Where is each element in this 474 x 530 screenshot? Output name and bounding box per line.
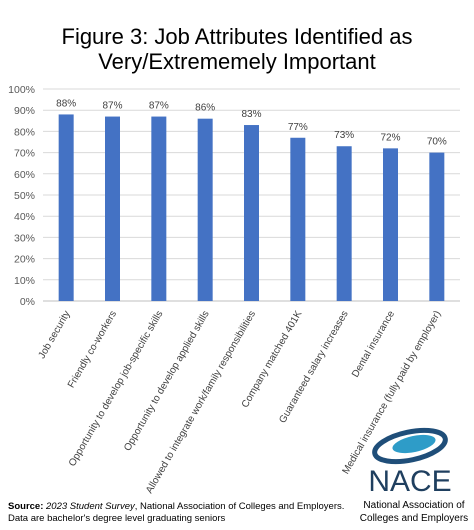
chart-title: Very/Extrememely Important — [98, 49, 376, 74]
y-tick-label: 20% — [14, 254, 35, 266]
bar — [290, 137, 306, 301]
y-tick-label: 80% — [14, 126, 35, 138]
logo-swoosh — [392, 434, 436, 454]
data-label: 73% — [334, 130, 354, 141]
y-tick-label: 10% — [14, 275, 35, 287]
bar — [197, 118, 213, 302]
logo: NACE National Association of Colleges an… — [360, 427, 468, 524]
chart-title: Figure 3: Job Attributes Identified as — [62, 24, 413, 49]
source-text: , National Association of Colleges and E… — [135, 501, 345, 512]
source-label: Source: — [8, 501, 43, 512]
logo-swoosh — [372, 427, 448, 465]
data-label: 87% — [102, 101, 122, 112]
y-tick-label: 0% — [20, 296, 35, 308]
bar — [383, 148, 398, 301]
y-tick-label: 50% — [14, 190, 35, 202]
data-label: 70% — [427, 137, 447, 148]
bar — [244, 125, 259, 301]
y-tick-label: 90% — [14, 105, 35, 117]
y-tick-label: 60% — [14, 169, 35, 181]
bar — [336, 146, 352, 301]
logo-name: NACE — [368, 465, 451, 498]
bar — [151, 116, 167, 301]
data-label: 77% — [288, 122, 308, 133]
y-tick-label: 30% — [14, 232, 35, 244]
data-label: 87% — [149, 101, 169, 112]
y-tick-label: 40% — [14, 211, 35, 223]
logo-text: National Association of — [363, 500, 464, 511]
bar — [58, 114, 74, 301]
bar — [429, 152, 445, 301]
data-label: 72% — [380, 132, 400, 143]
data-label: 83% — [241, 109, 261, 120]
y-tick-label: 70% — [14, 148, 35, 160]
y-tick-label: 100% — [8, 84, 35, 96]
bar — [105, 116, 120, 301]
source-survey: 2023 Student Survey — [45, 501, 136, 512]
source-note: Source: 2023 Student Survey, National As… — [8, 501, 344, 512]
logo-text: Colleges and Employers — [360, 513, 468, 524]
data-label: 88% — [56, 98, 76, 109]
data-label: 86% — [195, 103, 215, 114]
source-note: Data are bachelor's degree level graduat… — [8, 513, 226, 524]
